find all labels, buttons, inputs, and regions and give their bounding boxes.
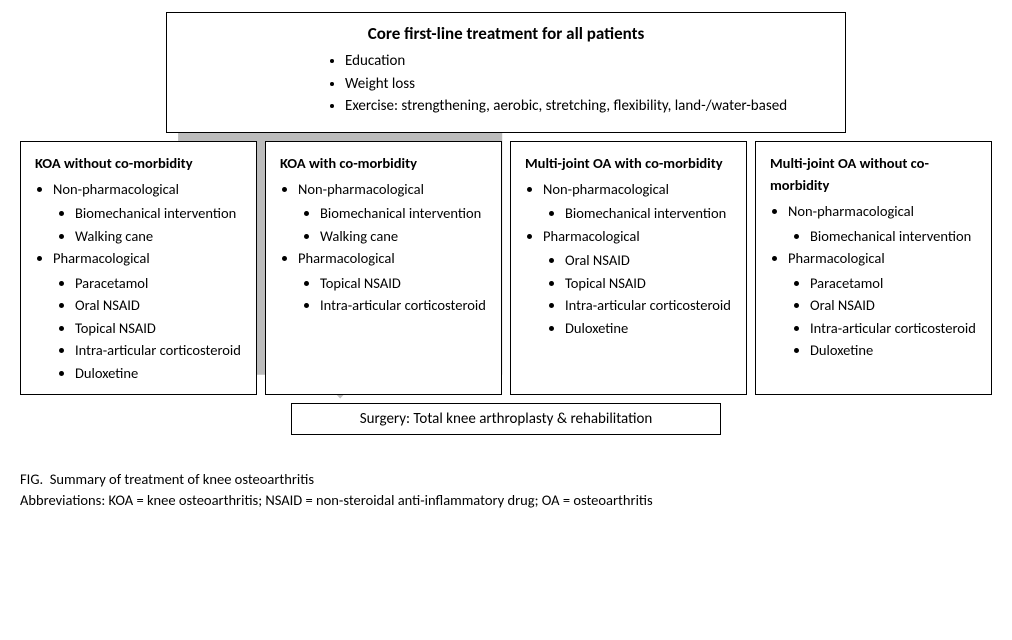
group-label: Non-pharmacological Biomechanical interv… [543,178,736,225]
treatment-item: Intra-articular corticosteroid [565,294,736,316]
column-title: KOA with co-morbidity [280,152,491,174]
figure-caption: FIG. Summary of treatment of knee osteoa… [20,469,992,511]
treatment-item: Biomechanical intervention [565,202,736,224]
group-label: Pharmacological Oral NSAID Topical NSAID… [543,225,736,339]
column-koa-without-comorbidity: KOA without co-morbidity Non-pharmacolog… [20,141,257,396]
treatment-item: Topical NSAID [75,317,246,339]
treatment-item: Oral NSAID [75,294,246,316]
treatment-item: Duloxetine [75,362,246,384]
surgery-text: Surgery: Total knee arthroplasty & rehab… [360,410,653,428]
treatment-item: Duloxetine [565,317,736,339]
treatment-item: Intra-articular corticosteroid [810,317,981,339]
group-label: Pharmacological Paracetamol Oral NSAID T… [53,247,246,384]
group-label: Non-pharmacological Biomechanical interv… [298,178,491,247]
treatment-item: Intra-articular corticosteroid [320,294,491,316]
treatment-item: Duloxetine [810,339,981,361]
treatment-item: Biomechanical intervention [810,225,981,247]
figure-label: FIG. [20,470,43,488]
core-treatment-title: Core first-line treatment for all patien… [195,23,817,44]
core-item: Education [345,50,817,73]
abbreviations-line: Abbreviations: KOA = knee osteoarthritis… [20,490,992,511]
column-multijoint-with-comorbidity: Multi-joint OA with co-morbidity Non-pha… [510,141,747,396]
column-koa-with-comorbidity: KOA with co-morbidity Non-pharmacologica… [265,141,502,396]
treatment-item: Topical NSAID [565,272,736,294]
treatment-item: Walking cane [320,225,491,247]
column-multijoint-without-comorbidity: Multi-joint OA without co-morbidity Non-… [755,141,992,396]
treatment-item: Walking cane [75,225,246,247]
core-item: Exercise: strengthening, aerobic, stretc… [345,95,817,118]
treatment-columns: KOA without co-morbidity Non-pharmacolog… [20,131,992,408]
group-label: Pharmacological Paracetamol Oral NSAID I… [788,247,981,361]
core-item: Weight loss [345,73,817,96]
treatment-item: Paracetamol [810,272,981,294]
treatment-item: Paracetamol [75,272,246,294]
column-title: Multi-joint OA with co-morbidity [525,152,736,174]
treatment-item: Oral NSAID [565,249,736,271]
surgery-box: Surgery: Total knee arthroplasty & rehab… [291,403,721,435]
group-label: Non-pharmacological Biomechanical interv… [788,200,981,247]
core-treatment-box: Core first-line treatment for all patien… [166,12,846,133]
treatment-item: Intra-articular corticosteroid [75,339,246,361]
core-treatment-list: Education Weight loss Exercise: strength… [195,50,817,118]
middle-section: KOA without co-morbidity Non-pharmacolog… [20,131,992,408]
column-title: KOA without co-morbidity [35,152,246,174]
figure-title-line: FIG. Summary of treatment of knee osteoa… [20,469,992,490]
treatment-item: Topical NSAID [320,272,491,294]
figure-title: Summary of treatment of knee osteoarthri… [50,470,314,488]
treatment-item: Biomechanical intervention [320,202,491,224]
column-title: Multi-joint OA without co-morbidity [770,152,981,197]
treatment-item: Oral NSAID [810,294,981,316]
group-label: Pharmacological Topical NSAID Intra-arti… [298,247,491,316]
treatment-item: Biomechanical intervention [75,202,246,224]
group-label: Non-pharmacological Biomechanical interv… [53,178,246,247]
